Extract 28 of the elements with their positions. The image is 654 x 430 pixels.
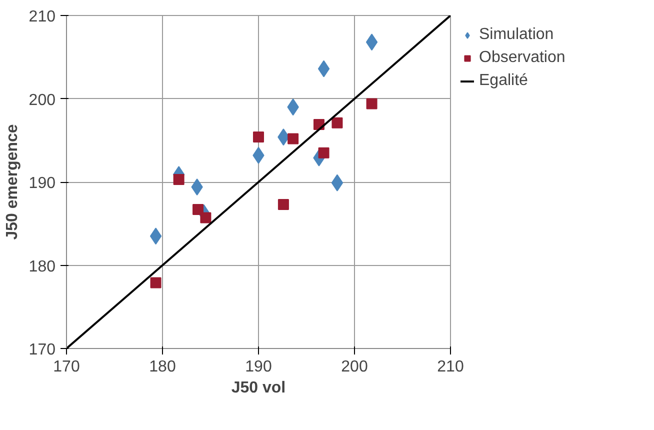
point [253,132,264,143]
y-tick-label: 210 [28,8,56,26]
x-tick-label: 170 [53,358,80,376]
point [150,228,162,245]
point [366,98,378,110]
point [288,133,299,144]
x-tick-label: 210 [437,358,464,376]
point [192,204,204,215]
point [200,212,212,224]
legend-label: Simulation [479,26,554,44]
point [150,277,162,288]
x-axis-title: J50 vol [231,380,286,396]
y-axis-title: J50 emergence [4,124,21,240]
y-tick-label: 170 [28,342,56,358]
point [278,198,289,210]
point [318,60,330,78]
x-tick-label: 200 [341,358,368,376]
point [366,34,378,51]
x-tick-label: 190 [245,358,272,376]
y-tick-label: 180 [28,258,56,276]
point [173,174,184,186]
y-tick-label: 200 [28,92,56,109]
y-tick-label: 190 [28,175,56,192]
point [331,174,344,192]
point [332,117,343,128]
x-tick-label: 180 [149,358,176,376]
legend-label: Egalité [479,72,528,90]
legend-label: Observation [479,49,566,67]
